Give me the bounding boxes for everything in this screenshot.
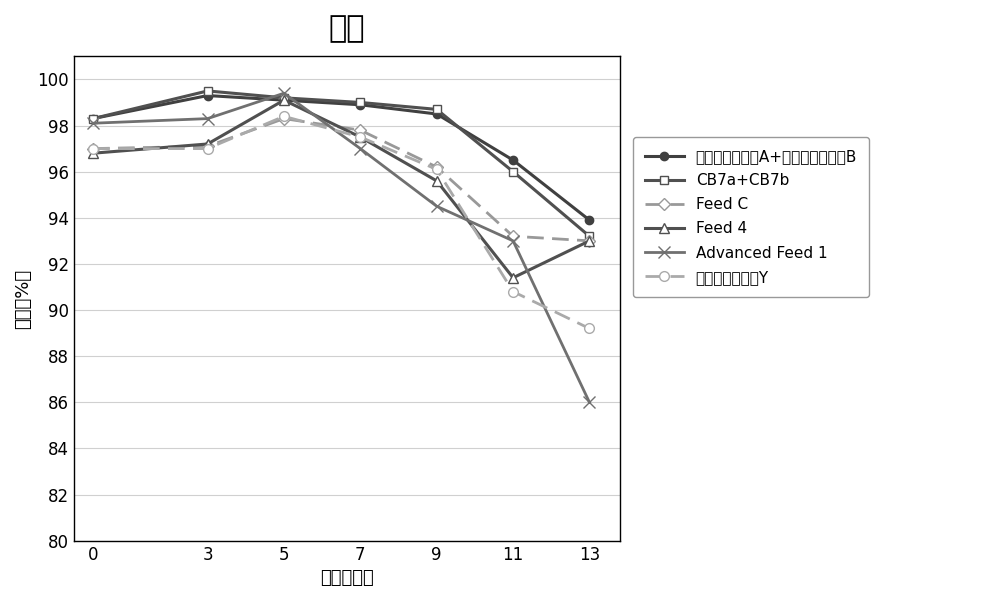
Feed C xyxy=(202,142,214,150)
CB7a+CB7b xyxy=(431,106,443,113)
多宁补料培养基A+多宁补料培养基B xyxy=(202,92,214,99)
多宁补料培养基Y xyxy=(583,325,595,332)
CB7a+CB7b xyxy=(202,87,214,94)
多宁补料培养基A+多宁补料培养基B xyxy=(431,111,443,118)
Title: 活率: 活率 xyxy=(329,14,365,43)
多宁补料培养基Y xyxy=(278,113,290,120)
CB7a+CB7b xyxy=(354,99,366,106)
CB7a+CB7b xyxy=(87,115,99,122)
CB7a+CB7b xyxy=(278,94,290,102)
Line: Advanced Feed 1: Advanced Feed 1 xyxy=(87,88,595,408)
Feed C xyxy=(431,163,443,171)
Advanced Feed 1 xyxy=(431,203,443,210)
Line: Feed 4: Feed 4 xyxy=(88,96,594,282)
Feed C xyxy=(583,237,595,245)
X-axis label: 时间（天）: 时间（天） xyxy=(320,569,374,587)
CB7a+CB7b xyxy=(507,168,519,175)
多宁补料培养基Y xyxy=(202,145,214,152)
CB7a+CB7b xyxy=(583,233,595,240)
多宁补料培养基A+多宁补料培养基B xyxy=(583,216,595,224)
Feed 4 xyxy=(278,97,290,104)
多宁补料培养基A+多宁补料培养基B xyxy=(87,115,99,122)
Feed 4 xyxy=(87,150,99,157)
Feed C xyxy=(87,145,99,152)
Feed 4 xyxy=(583,237,595,245)
多宁补料培养基Y xyxy=(354,133,366,141)
多宁补料培养基A+多宁补料培养基B xyxy=(507,156,519,163)
Feed 4 xyxy=(202,141,214,148)
Y-axis label: 活率（%）: 活率（%） xyxy=(14,269,32,329)
多宁补料培养基A+多宁补料培养基B xyxy=(354,101,366,108)
多宁补料培养基Y xyxy=(507,288,519,295)
Advanced Feed 1 xyxy=(202,115,214,122)
Advanced Feed 1 xyxy=(507,237,519,245)
Line: 多宁补料培养基A+多宁补料培养基B: 多宁补料培养基A+多宁补料培养基B xyxy=(89,91,594,224)
Feed 4 xyxy=(431,177,443,185)
Advanced Feed 1 xyxy=(354,145,366,152)
Feed C xyxy=(507,233,519,240)
Feed C xyxy=(354,127,366,134)
Line: 多宁补料培养基Y: 多宁补料培养基Y xyxy=(88,111,594,334)
多宁补料培养基A+多宁补料培养基B xyxy=(278,97,290,104)
Legend: 多宁补料培养基A+多宁补料培养基B, CB7a+CB7b, Feed C, Feed 4, Advanced Feed 1, 多宁补料培养基Y: 多宁补料培养基A+多宁补料培养基B, CB7a+CB7b, Feed C, Fe… xyxy=(633,136,869,297)
Feed 4 xyxy=(507,274,519,281)
Advanced Feed 1 xyxy=(278,90,290,97)
Feed 4 xyxy=(354,133,366,141)
Advanced Feed 1 xyxy=(583,398,595,406)
多宁补料培养基Y xyxy=(87,145,99,152)
Line: CB7a+CB7b: CB7a+CB7b xyxy=(89,87,594,240)
Line: Feed C: Feed C xyxy=(89,114,594,245)
Advanced Feed 1 xyxy=(87,120,99,127)
多宁补料培养基Y xyxy=(431,166,443,173)
Feed C xyxy=(278,115,290,122)
